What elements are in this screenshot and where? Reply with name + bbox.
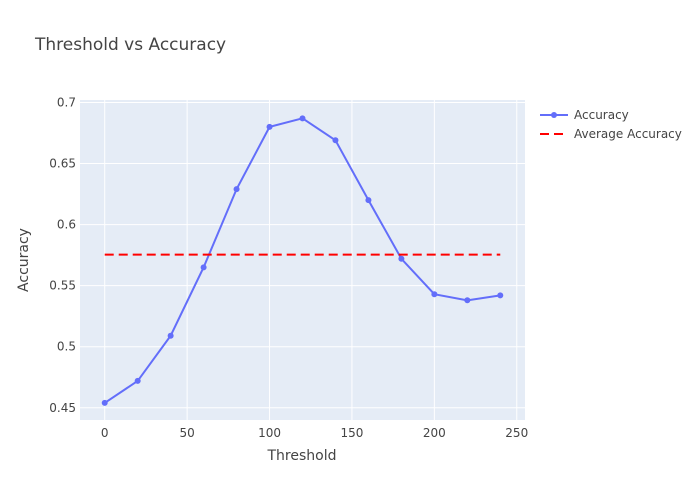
- x-tick-label: 50: [179, 426, 194, 440]
- data-point[interactable]: [398, 255, 405, 262]
- data-point[interactable]: [167, 332, 174, 339]
- data-point[interactable]: [101, 399, 108, 406]
- chart-title: Threshold vs Accuracy: [34, 35, 226, 55]
- tick-labels: 0 50 100 150 200 250 0.45 0.5 0.55 0.6 0.65 0.7: [49, 95, 528, 440]
- data-point[interactable]: [134, 377, 141, 384]
- x-tick-label: 150: [340, 426, 363, 440]
- data-point[interactable]: [299, 115, 306, 122]
- y-tick-label: 0.5: [57, 340, 76, 354]
- data-point[interactable]: [332, 137, 339, 144]
- data-point[interactable]: [233, 186, 240, 193]
- legend-item[interactable]: Average Accuracy: [540, 127, 682, 141]
- data-point[interactable]: [266, 123, 273, 130]
- data-point[interactable]: [464, 297, 471, 304]
- legend[interactable]: Accuracy Average Accuracy: [540, 108, 682, 141]
- legend-label: Average Accuracy: [574, 127, 682, 141]
- data-point[interactable]: [431, 291, 438, 298]
- data-point[interactable]: [497, 292, 504, 299]
- x-tick-label: 0: [101, 426, 109, 440]
- plot-area: [80, 100, 525, 420]
- data-point[interactable]: [200, 264, 207, 271]
- series-layer: [101, 115, 504, 406]
- grid: [80, 100, 525, 420]
- legend-marker: [551, 112, 557, 118]
- y-axis-label: Accuracy: [16, 228, 32, 292]
- x-axis-label: Threshold: [267, 448, 337, 464]
- y-tick-label: 0.55: [49, 279, 76, 293]
- x-tick-label: 100: [258, 426, 281, 440]
- y-tick-label: 0.65: [49, 157, 76, 171]
- y-tick-label: 0.45: [49, 401, 76, 415]
- legend-label: Accuracy: [574, 108, 629, 122]
- legend-item[interactable]: Accuracy: [540, 108, 629, 122]
- data-point[interactable]: [365, 197, 372, 204]
- y-tick-label: 0.7: [57, 95, 76, 109]
- y-tick-label: 0.6: [57, 218, 76, 232]
- x-tick-label: 200: [423, 426, 446, 440]
- x-tick-label: 250: [505, 426, 528, 440]
